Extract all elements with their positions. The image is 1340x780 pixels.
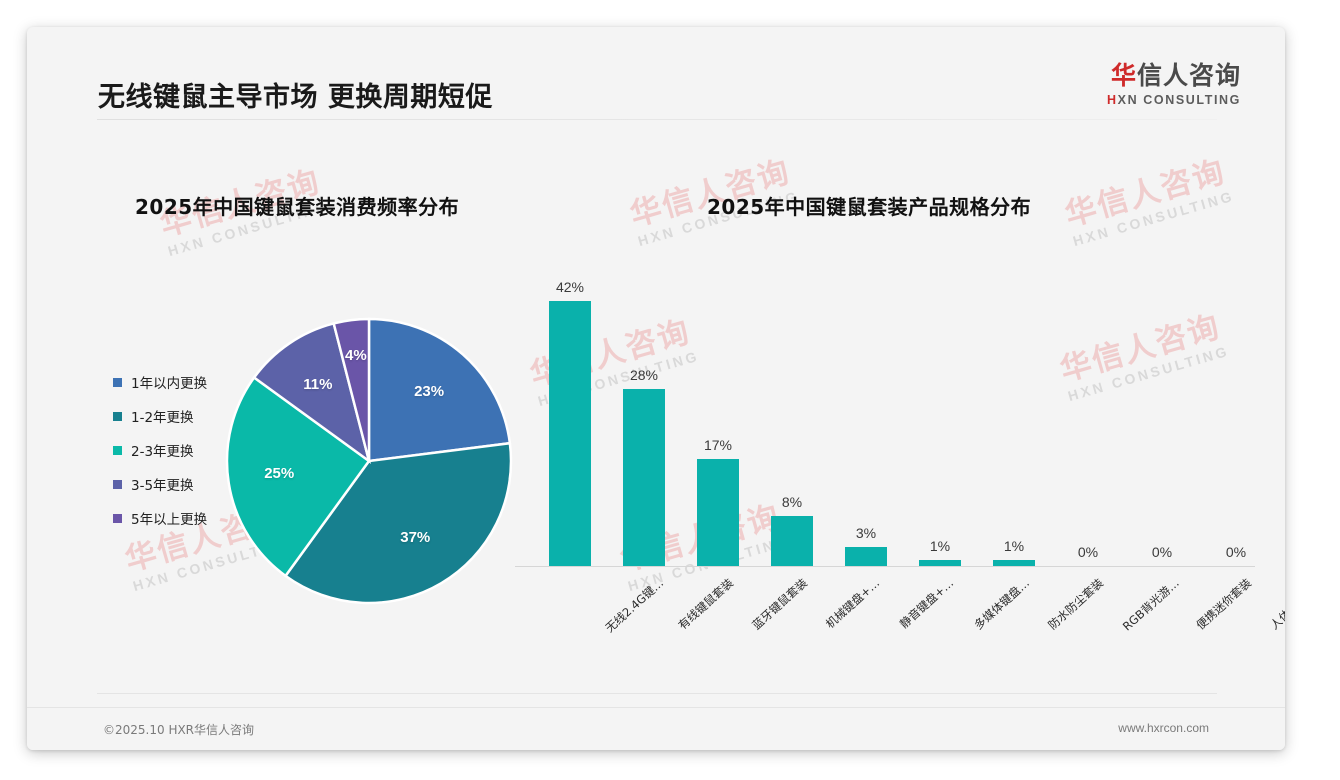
bar-chart: 42% 无线2.4G键… 28% 有线键鼠套装 17% 蓝牙键鼠套装 8% 机械键盘+… 3% 静… [515,267,1285,635]
bar-column[interactable]: 17% [681,276,755,566]
bar-category-label: 蓝牙键鼠套装 [749,575,811,633]
bar-category-label: 便携迷你套装 [1193,575,1255,633]
bar-column[interactable]: 42% [533,276,607,566]
pie-slice[interactable] [225,375,371,578]
bar-value-label: 8% [781,494,803,510]
pie-slice[interactable] [283,441,513,605]
bar-category-label: 多媒体键盘… [971,575,1033,633]
pie-slice-value: 37% [400,529,431,547]
pie-legend-label: 2-3年更换 [131,444,194,460]
bar-column[interactable]: 0% [1051,276,1125,566]
bar-category-label: 机械键盘+… [822,575,883,632]
bar-category-label: RGB背光游… [1119,575,1182,634]
logo-english: HXN CONSULTING [1107,93,1241,107]
bar-category-label: 防水防尘套装 [1045,575,1107,633]
bar-category-label: 有线键鼠套装 [675,575,737,633]
legend-swatch-icon [113,445,122,455]
bar-axis-line [515,566,1255,567]
watermark: 华信人咨询 HXN CONSULTING [1061,153,1237,250]
bar-rect[interactable] [919,560,961,566]
bar-column[interactable]: 0% [1199,276,1273,566]
bar-rect[interactable] [549,301,591,566]
pie-chart-title: 2025年中国键鼠套装消费频率分布 [135,195,460,219]
bar-value-label: 0% [1225,544,1247,560]
bar-column[interactable]: 8% [755,276,829,566]
bar-value-label: 42% [555,279,585,295]
bar-rect[interactable] [771,516,813,566]
pie-legend-item[interactable]: 3-5年更换 [113,467,207,501]
watermark-en: HXN CONSULTING [1071,187,1237,250]
pie-slice[interactable] [332,317,371,462]
bar-rect[interactable] [993,560,1035,566]
pie-slice-value: 11% [303,375,333,393]
bar-rect[interactable] [623,389,665,566]
legend-swatch-icon [113,479,122,489]
pie-legend-label: 3-5年更换 [131,478,194,494]
page-title: 无线键鼠主导市场 更换周期短促 [98,82,493,113]
slide-header: 无线键鼠主导市场 更换周期短促 华信人咨询 HXN CONSULTING [27,27,1285,120]
pie-legend-label: 1年以内更换 [131,376,208,392]
watermark-cn: 华信人咨询 [1061,153,1230,234]
footer-website: www.hxrcon.com [1118,721,1209,735]
pie-slice[interactable] [252,321,372,465]
bar-value-label: 0% [1151,544,1173,560]
bar-column[interactable]: 1% [977,276,1051,566]
pie-legend-label: 1-2年更换 [131,410,194,426]
pie-legend-item[interactable]: 5年以上更换 [113,501,207,535]
bar-category-label: 无线2.4G键… [602,575,667,636]
bar-rect[interactable] [697,459,739,566]
legend-swatch-icon [113,411,122,421]
pie-svg [225,317,513,605]
bar-value-label: 3% [855,525,877,541]
title-divider [97,119,1217,120]
bar-value-label: 1% [929,538,951,554]
legend-swatch-icon [113,513,122,523]
bar-value-label: 0% [1077,544,1099,560]
pie-legend: 1年以内更换 1-2年更换 2-3年更换 3-5年更换 5年以上更换 [113,365,207,535]
bar-category-label: 人体工学套装 [1267,575,1285,633]
pie-legend-item[interactable]: 2-3年更换 [113,433,207,467]
pie-legend-label: 5年以上更换 [131,512,208,528]
bar-value-label: 1% [1003,538,1025,554]
bar-rect[interactable] [845,547,887,566]
pie-legend-item[interactable]: 1-2年更换 [113,399,207,433]
pie-chart: 23% 37% 25% 11% 4% [224,316,514,606]
logo-en-accent: H [1107,93,1118,108]
bar-column[interactable]: 1% [903,276,977,566]
bar-chart-title: 2025年中国键鼠套装产品规格分布 [707,195,1032,219]
bar-column[interactable]: 3% [829,276,903,566]
bar-category-label: 静音键盘+… [896,575,957,632]
bar-value-label: 17% [703,437,733,453]
logo-rest-chars: 信人咨询 [1136,61,1241,90]
bar-column[interactable]: 0% [1125,276,1199,566]
pie-slice[interactable] [367,317,512,463]
logo-en-rest: XN CONSULTING [1117,93,1241,108]
slide-footer: ©2025.10 HXR华信人咨询 www.hxrcon.com [27,707,1285,750]
bar-column[interactable]: 28% [607,276,681,566]
slide-canvas: 华信人咨询 HXN CONSULTING 华信人咨询 HXN CONSULTIN… [27,27,1285,750]
pie-slice-value: 25% [264,465,295,483]
bar-value-label: 28% [629,367,659,383]
logo-chinese: 华信人咨询 [1107,61,1241,90]
footer-copyright: ©2025.10 HXR华信人咨询 [103,723,255,737]
pie-legend-item[interactable]: 1年以内更换 [113,365,207,399]
pie-slice-value: 4% [344,346,367,364]
footnote-divider [97,693,1217,694]
brand-logo: 华信人咨询 HXN CONSULTING [1107,61,1241,107]
pie-slice-value: 23% [414,382,445,400]
legend-swatch-icon [113,377,122,387]
logo-accent-char: 华 [1110,61,1137,90]
